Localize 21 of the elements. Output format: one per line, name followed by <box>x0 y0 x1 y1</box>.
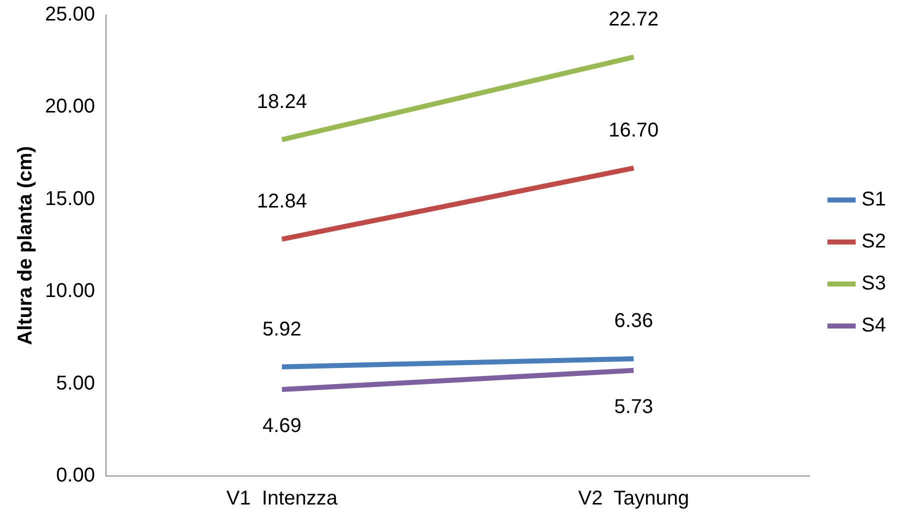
y-tick-label: 25.00 <box>44 4 96 26</box>
data-label: 12.84 <box>256 190 307 213</box>
x-tick-label: V2 Taynung <box>578 488 690 510</box>
data-label: 22.72 <box>608 8 659 31</box>
data-label: 5.92 <box>262 318 302 340</box>
y-tick-label: 15.00 <box>44 188 96 210</box>
data-label: 16.70 <box>608 120 659 142</box>
x-tick-label: V1 Intenzza <box>226 488 338 510</box>
data-label: 18.24 <box>256 91 307 114</box>
data-label: 5.73 <box>614 396 654 418</box>
y-tick-label: 10.00 <box>44 280 96 302</box>
y-tick-label: 0.00 <box>56 464 96 487</box>
y-axis-title: Altura de planta (cm) <box>14 146 37 345</box>
legend-label: S2 <box>862 230 886 253</box>
y-tick-label: 5.00 <box>56 372 96 394</box>
legend-label: S1 <box>862 188 886 211</box>
legend-label: S4 <box>862 314 886 337</box>
data-label: 4.69 <box>262 415 302 438</box>
data-label: 6.36 <box>614 310 654 332</box>
legend-label: S3 <box>862 272 886 295</box>
y-tick-label: 20.00 <box>44 96 96 118</box>
